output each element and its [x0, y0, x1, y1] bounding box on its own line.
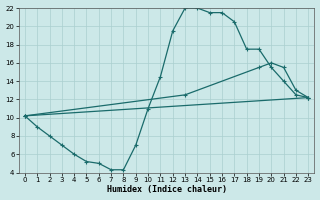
- X-axis label: Humidex (Indice chaleur): Humidex (Indice chaleur): [107, 185, 227, 194]
